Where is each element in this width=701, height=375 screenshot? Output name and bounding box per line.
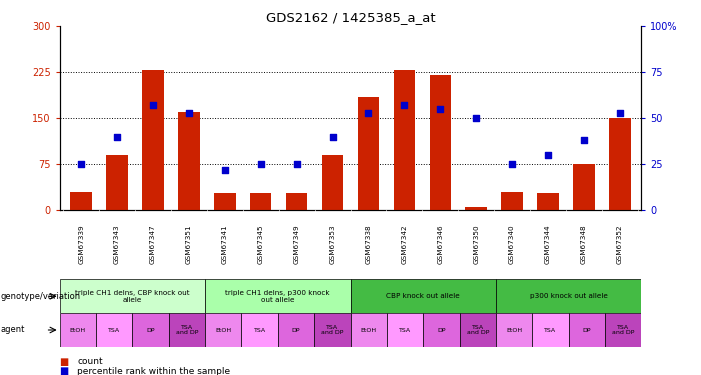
Bar (314, 313, 350, 347)
Text: TSA: TSA (545, 327, 557, 333)
Text: GSM67350: GSM67350 (473, 225, 479, 264)
Text: DP: DP (147, 327, 155, 333)
Text: EtOH: EtOH (69, 327, 86, 333)
Bar (496, 313, 532, 347)
Bar (387, 313, 423, 347)
Text: percentile rank within the sample: percentile rank within the sample (77, 367, 230, 375)
Bar (569, 313, 605, 347)
Bar (573, 164, 594, 210)
Point (183, 110, 194, 116)
Point (399, 102, 410, 108)
Text: ■: ■ (60, 357, 69, 367)
Bar (241, 313, 278, 347)
Bar (132, 313, 169, 347)
Bar (465, 207, 487, 210)
Text: triple CH1 delns, CBP knock out
allele: triple CH1 delns, CBP knock out allele (75, 290, 190, 303)
Text: TSA
and DP: TSA and DP (321, 325, 343, 335)
Bar (286, 193, 308, 210)
Text: GSM67348: GSM67348 (581, 225, 587, 264)
Text: GSM67344: GSM67344 (545, 225, 551, 264)
Bar (430, 75, 451, 210)
Bar (107, 155, 128, 210)
Text: DP: DP (437, 327, 446, 333)
Point (470, 115, 482, 121)
Bar (350, 313, 387, 347)
Point (435, 106, 446, 112)
Bar (250, 193, 271, 210)
Text: CBP knock out allele: CBP knock out allele (386, 293, 460, 299)
Text: GSM67351: GSM67351 (186, 225, 192, 264)
Bar (205, 279, 350, 313)
Text: GSM67352: GSM67352 (617, 225, 623, 264)
Text: GSM67338: GSM67338 (365, 225, 372, 264)
Text: GSM67341: GSM67341 (222, 225, 228, 264)
Point (327, 134, 338, 140)
Text: GSM67347: GSM67347 (150, 225, 156, 264)
Text: GSM67343: GSM67343 (114, 225, 120, 264)
Text: TSA
and DP: TSA and DP (467, 325, 489, 335)
Bar (96, 313, 132, 347)
Point (291, 161, 302, 167)
Text: TSA: TSA (254, 327, 266, 333)
Bar (532, 313, 569, 347)
Text: EtOH: EtOH (360, 327, 376, 333)
Bar (393, 70, 415, 210)
Text: TSA: TSA (399, 327, 411, 333)
Text: GSM67353: GSM67353 (329, 225, 336, 264)
Text: DP: DP (583, 327, 591, 333)
Bar (60, 313, 96, 347)
Point (76, 161, 87, 167)
Bar (205, 313, 241, 347)
Text: GSM67345: GSM67345 (258, 225, 264, 264)
Text: GSM67346: GSM67346 (437, 225, 443, 264)
Text: p300 knock out allele: p300 knock out allele (530, 293, 608, 299)
Bar (350, 279, 496, 313)
Point (363, 110, 374, 116)
Text: TSA
and DP: TSA and DP (612, 325, 634, 335)
Text: GSM67349: GSM67349 (294, 225, 299, 264)
Bar (609, 118, 631, 210)
Text: DP: DP (292, 327, 300, 333)
Text: ■: ■ (60, 366, 69, 375)
Text: EtOH: EtOH (506, 327, 522, 333)
Bar (142, 70, 164, 210)
Text: GDS2162 / 1425385_a_at: GDS2162 / 1425385_a_at (266, 11, 435, 24)
Bar (322, 155, 343, 210)
Point (111, 134, 123, 140)
Bar (496, 279, 641, 313)
Text: EtOH: EtOH (215, 327, 231, 333)
Text: GSM67339: GSM67339 (78, 225, 84, 264)
Bar (178, 112, 200, 210)
Bar (278, 313, 314, 347)
Bar (358, 97, 379, 210)
Text: GSM67340: GSM67340 (509, 225, 515, 264)
Bar (60, 279, 205, 313)
Bar (70, 192, 92, 210)
Bar (169, 313, 205, 347)
Point (543, 152, 554, 158)
Point (255, 161, 266, 167)
Point (507, 161, 518, 167)
Point (578, 137, 590, 143)
Bar (501, 192, 523, 210)
Bar (214, 193, 236, 210)
Text: TSA: TSA (108, 327, 120, 333)
Bar (537, 193, 559, 210)
Text: genotype/variation: genotype/variation (1, 292, 81, 301)
Text: triple CH1 delns, p300 knock
out allele: triple CH1 delns, p300 knock out allele (226, 290, 330, 303)
Point (614, 110, 625, 116)
Bar (605, 313, 641, 347)
Bar (423, 313, 460, 347)
Text: GSM67342: GSM67342 (402, 225, 407, 264)
Text: agent: agent (1, 326, 25, 334)
Bar (460, 313, 496, 347)
Text: count: count (77, 357, 103, 366)
Point (147, 102, 158, 108)
Text: TSA
and DP: TSA and DP (176, 325, 198, 335)
Point (219, 166, 231, 172)
